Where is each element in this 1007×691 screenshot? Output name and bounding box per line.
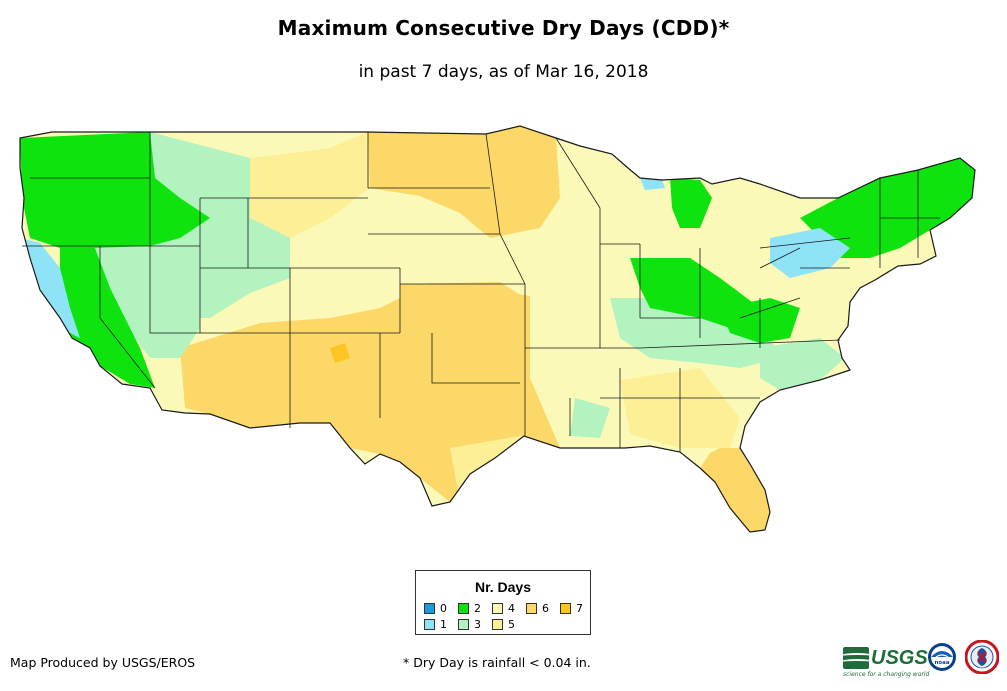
legend-label-5: 5	[508, 618, 515, 631]
state-border	[759, 237, 851, 249]
legend-swatch-7	[560, 603, 571, 614]
us-outline	[19, 125, 976, 533]
legend-item-6: 6	[526, 603, 549, 615]
legend-swatch-4	[492, 603, 503, 614]
state-border	[739, 297, 801, 319]
usgs-logo: USGS	[843, 645, 928, 671]
state-border	[99, 246, 156, 389]
legend-item-7: 7	[560, 603, 583, 615]
legend-label-3: 3	[474, 618, 481, 631]
legend-item-3: 3	[458, 619, 481, 631]
state-border	[149, 246, 200, 334]
region-northeast-2	[800, 158, 975, 258]
region-nevada-3	[92, 238, 200, 358]
region-louisiana-3	[570, 398, 610, 438]
legend-item-2: 2	[458, 603, 481, 615]
state-border	[431, 333, 520, 384]
nws-logo-icon: NWS	[965, 640, 999, 674]
usgs-wordmark: USGS	[871, 646, 928, 669]
legend-swatch-0	[424, 603, 435, 614]
agency-logos: USGS science for a changing world noaa N…	[843, 636, 1003, 684]
region-plains-6	[368, 126, 560, 238]
region-kansas-6	[400, 282, 525, 358]
state-border	[759, 247, 801, 269]
region-mountain-5	[250, 132, 370, 238]
state-border	[639, 339, 841, 349]
state-border	[485, 133, 501, 235]
state-border	[499, 233, 526, 285]
noaa-logo-icon: noaa	[928, 643, 956, 671]
map-credit: Map Produced by USGS/EROS	[10, 655, 196, 670]
map-title: Maximum Consecutive Dry Days (CDD)*	[277, 16, 730, 40]
legend-swatch-1	[424, 619, 435, 630]
legend-swatch-2	[458, 603, 469, 614]
dry-day-footnote: * Dry Day is rainfall < 0.04 in.	[403, 655, 591, 670]
legend-label-7: 7	[576, 602, 583, 615]
map-subtitle: in past 7 days, as of Mar 16, 2018	[358, 62, 649, 82]
region-nm-7	[330, 343, 350, 363]
legend-box: Nr. Days 0 1 2 3 4 5 6 7	[415, 570, 591, 635]
legend-title: Nr. Days	[474, 579, 532, 595]
region-sierra-2	[60, 248, 155, 388]
legend-label-0: 0	[440, 602, 447, 615]
legend-label-1: 1	[440, 618, 447, 631]
legend-swatch-5	[492, 619, 503, 630]
legend-item-0: 0	[424, 603, 447, 615]
legend-label-2: 2	[474, 602, 481, 615]
legend-item-5: 5	[492, 619, 515, 631]
legend-item-4: 4	[492, 603, 515, 615]
nws-text: NWS	[977, 667, 987, 672]
region-california-coast-1	[20, 238, 80, 338]
noaa-text: noaa	[934, 660, 949, 666]
usgs-tagline: science for a changing world	[843, 671, 930, 678]
region-carolina-3	[760, 338, 845, 390]
legend-item-1: 1	[424, 619, 447, 631]
state-border	[555, 137, 601, 209]
legend-swatch-3	[458, 619, 469, 630]
cdd-map	[19, 125, 976, 533]
legend-label-4: 4	[508, 602, 515, 615]
legend-label-6: 6	[542, 602, 549, 615]
region-florida-6	[700, 448, 770, 532]
region-texas-coast-5	[450, 436, 560, 502]
region-pacific-nw-2	[20, 132, 210, 248]
usgs-wave-icon	[843, 647, 869, 669]
region-michigan-2	[670, 178, 712, 228]
legend-swatch-6	[526, 603, 537, 614]
